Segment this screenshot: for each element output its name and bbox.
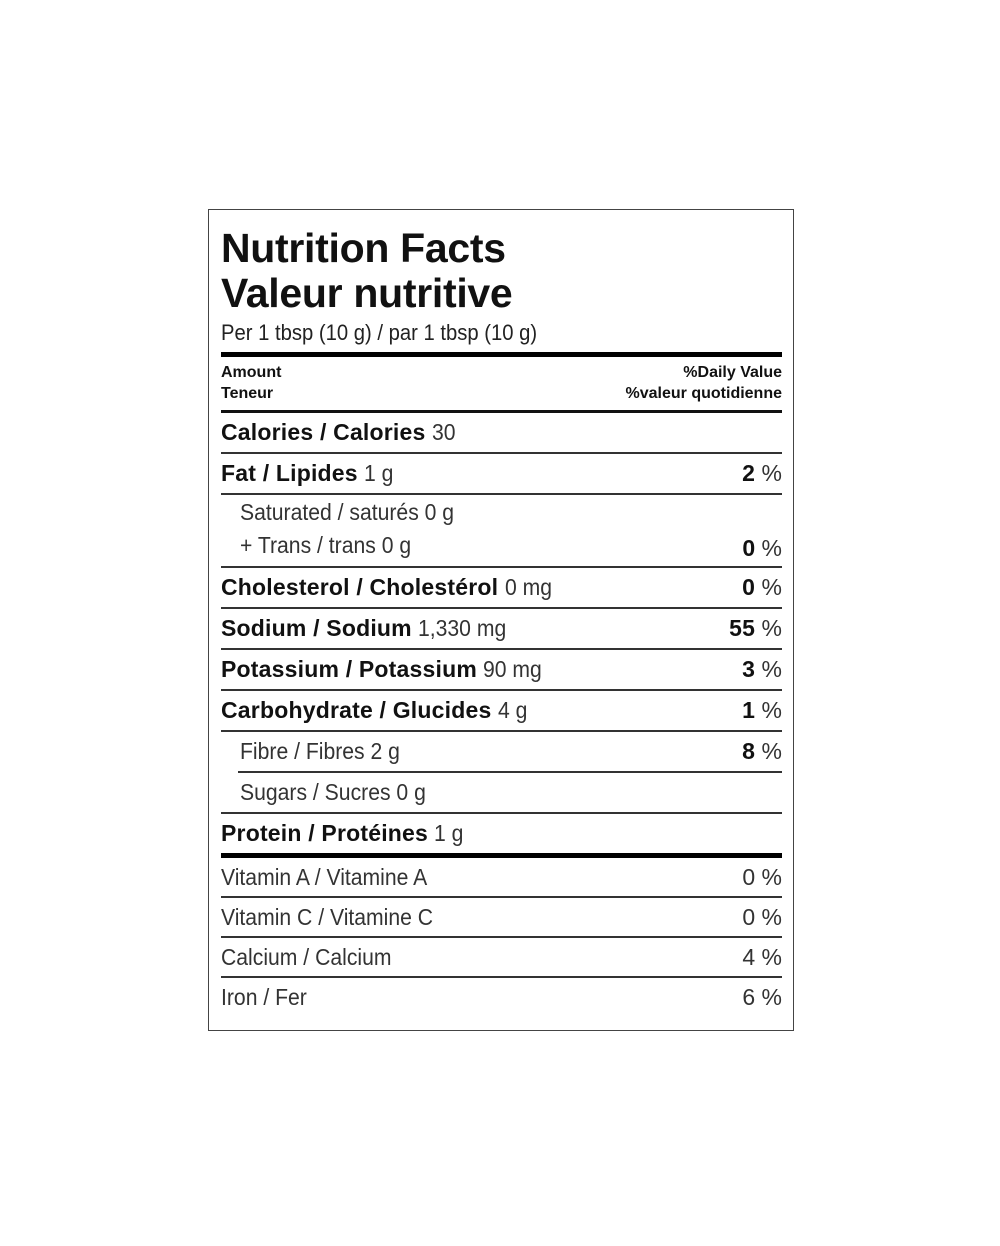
row-carbohydrate: Carbohydrate / Glucides 4 g 1 % xyxy=(221,691,782,730)
fibre-label: Fibre / Fibres 2 g xyxy=(240,738,400,764)
daily-value-heading: %Daily Value xyxy=(683,364,782,381)
serving-size: Per 1 tbsp (10 g) / par 1 tbsp (10 g) xyxy=(221,320,538,345)
protein-value: 1 g xyxy=(434,820,464,846)
vitamin-c-dv: 0 % xyxy=(742,903,782,930)
fibre-dv: 8 xyxy=(742,738,756,764)
percent-unit: % xyxy=(761,615,782,641)
divider xyxy=(221,493,782,495)
row-calories: Calories / Calories 30 xyxy=(221,413,782,452)
fat-dv: 2 xyxy=(742,460,756,486)
potassium-dv: 3 xyxy=(742,656,756,682)
divider xyxy=(221,853,782,858)
divider xyxy=(221,976,782,978)
divider xyxy=(221,410,782,413)
row-cholesterol: Cholesterol / Cholestérol 0 mg 0 % xyxy=(221,568,782,607)
row-sodium: Sodium / Sodium 1,330 mg 55 % xyxy=(221,609,782,648)
trans-label: + Trans / trans 0 g xyxy=(240,532,412,558)
sodium-value: 1,330 mg xyxy=(418,615,507,641)
nutrition-facts-label: Nutrition Facts Valeur nutritive Per 1 t… xyxy=(208,209,794,1031)
row-protein: Protein / Protéines 1 g xyxy=(221,814,782,853)
row-vitamin-a: Vitamin A / Vitamine A 0 % xyxy=(221,858,782,896)
sugars-label: Sugars / Sucres 0 g xyxy=(240,779,426,805)
row-vitamin-c: Vitamin C / Vitamine C 0 % xyxy=(221,898,782,936)
carbohydrate-value: 4 g xyxy=(497,697,528,723)
fat-label: Fat / Lipides xyxy=(221,460,358,486)
divider xyxy=(221,607,782,609)
row-fibre: Fibre / Fibres 2 g 8 % xyxy=(221,732,782,771)
calcium-dv: 4 % xyxy=(742,943,782,970)
row-calcium: Calcium / Calcium 4 % xyxy=(221,938,782,976)
row-fat: Fat / Lipides 1 g 2 % xyxy=(221,454,782,493)
calories-label: Calories / Calories xyxy=(221,419,426,445)
calories-value: 30 xyxy=(431,419,456,445)
carbohydrate-label: Carbohydrate / Glucides xyxy=(221,697,492,723)
carbohydrate-dv: 1 xyxy=(742,697,756,723)
percent-unit: % xyxy=(761,656,782,682)
potassium-label: Potassium / Potassium xyxy=(221,656,477,682)
valeur-quotidienne-heading: %valeur quotidienne xyxy=(625,385,782,402)
divider xyxy=(221,648,782,650)
divider xyxy=(238,771,782,773)
sodium-label: Sodium / Sodium xyxy=(221,615,412,641)
calcium-label: Calcium / Calcium xyxy=(221,943,392,970)
saturated-label: Saturated / saturés 0 g xyxy=(240,499,455,525)
cholesterol-value: 0 mg xyxy=(504,574,552,600)
percent-unit: % xyxy=(761,460,782,486)
iron-dv: 6 % xyxy=(742,983,782,1010)
row-iron: Iron / Fer 6 % xyxy=(221,978,782,1016)
percent-unit: % xyxy=(761,738,782,764)
row-saturated-trans: Saturated / saturés 0 g + Trans / trans … xyxy=(221,495,782,566)
potassium-value: 90 mg xyxy=(483,656,543,682)
percent-unit: % xyxy=(761,697,782,723)
cholesterol-label: Cholesterol / Cholestérol xyxy=(221,574,499,600)
protein-label: Protein / Protéines xyxy=(221,820,429,846)
divider xyxy=(221,452,782,454)
percent-unit: % xyxy=(761,535,782,561)
iron-label: Iron / Fer xyxy=(221,983,307,1010)
sodium-dv: 55 xyxy=(729,615,756,641)
row-potassium: Potassium / Potassium 90 mg 3 % xyxy=(221,650,782,689)
vitamin-a-dv: 0 % xyxy=(742,863,782,890)
vitamin-a-label: Vitamin A / Vitamine A xyxy=(221,863,428,890)
row-sugars: Sugars / Sucres 0 g xyxy=(221,773,782,812)
fat-value: 1 g xyxy=(364,460,394,486)
divider xyxy=(221,730,782,732)
vitamin-c-label: Vitamin C / Vitamine C xyxy=(221,903,434,930)
divider xyxy=(221,896,782,898)
title-english: Nutrition Facts xyxy=(221,225,506,271)
column-header: Amount Teneur %Daily Value %valeur quotidi… xyxy=(221,357,782,410)
teneur-heading: Teneur xyxy=(221,385,274,402)
divider xyxy=(221,352,782,357)
percent-unit: % xyxy=(761,574,782,600)
title: Nutrition Facts Valeur nutritive xyxy=(221,226,782,316)
divider xyxy=(221,812,782,814)
title-french: Valeur nutritive xyxy=(221,270,513,316)
amount-heading: Amount xyxy=(221,364,282,381)
cholesterol-dv: 0 xyxy=(742,574,756,600)
divider xyxy=(221,566,782,568)
divider xyxy=(221,689,782,691)
saturated-trans-dv: 0 xyxy=(742,535,756,561)
divider xyxy=(221,936,782,938)
